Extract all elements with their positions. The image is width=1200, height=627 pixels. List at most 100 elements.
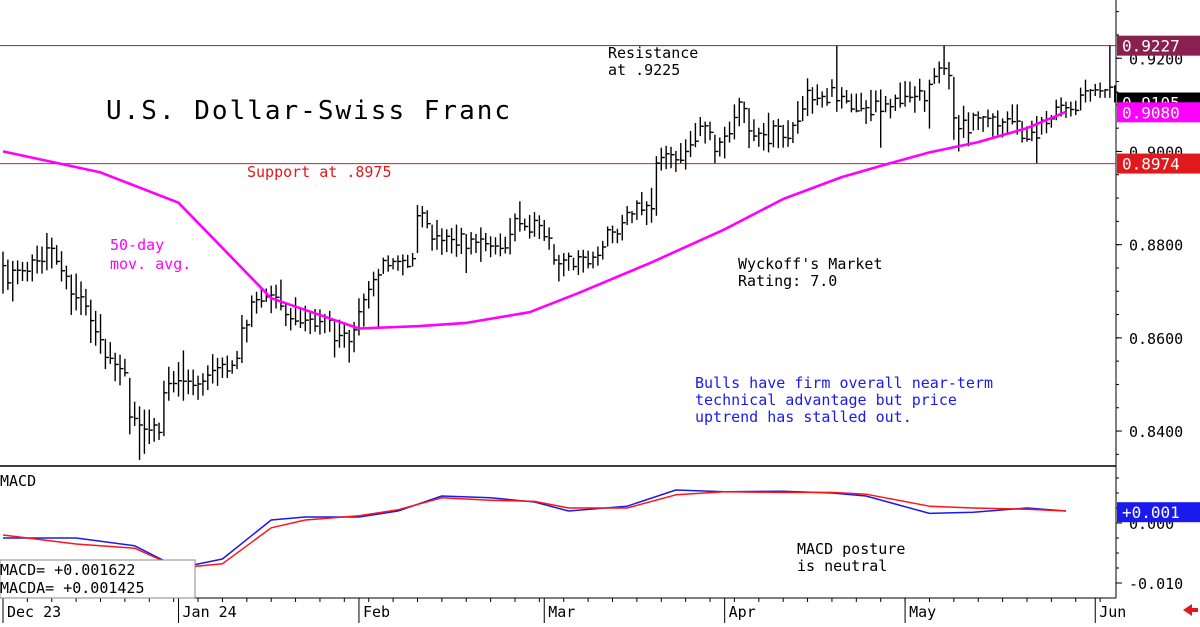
price-bar (470, 232, 475, 255)
price-bar (772, 120, 777, 148)
price-bar (411, 253, 417, 267)
moving-average-line (2, 110, 1067, 330)
price-bar (51, 237, 56, 269)
price-bar (670, 146, 675, 169)
price-bar (280, 279, 285, 311)
price-bar (836, 45, 841, 112)
price-bar (899, 82, 904, 108)
back-arrow-icon-shaft[interactable] (1190, 608, 1198, 612)
price-bar (21, 261, 27, 281)
price-bar (1031, 120, 1036, 142)
price-bar (987, 109, 992, 128)
x-tick-label: Jan 24 (183, 603, 237, 621)
macd-readout-box (0, 559, 196, 599)
price-bar (758, 127, 763, 147)
price-bar (611, 225, 617, 244)
price-bar (558, 254, 563, 282)
price-bar (402, 254, 407, 276)
price-bar (197, 375, 202, 400)
price-bar (826, 88, 831, 106)
price-bar (421, 205, 426, 228)
price-bar (660, 147, 665, 171)
price-bar (792, 122, 797, 144)
price-bar (938, 61, 943, 84)
rating-annotation-line1: Wyckoff's Market (738, 255, 883, 273)
comment-annotation-line1: Bulls have firm overall near-term (695, 374, 993, 392)
price-tag-bg (1117, 153, 1200, 174)
price-bar (728, 121, 734, 143)
back-arrow-icon[interactable] (1183, 604, 1192, 616)
price-bar (172, 370, 178, 393)
price-bar (446, 229, 451, 253)
price-bar (1104, 89, 1109, 98)
price-bar (1011, 104, 1016, 125)
price-bar (884, 95, 890, 113)
price-bar (119, 354, 124, 386)
price-bar (285, 302, 290, 327)
price-bar (1089, 89, 1094, 102)
price-bar (46, 233, 51, 271)
resistance-annotation-line1: Resistance (608, 44, 698, 62)
price-bar (226, 355, 231, 378)
comment-annotation-line2: technical advantage but price (695, 391, 957, 409)
price-bar (104, 338, 109, 370)
price-bar (645, 201, 651, 226)
price-bar (494, 237, 499, 255)
x-tick-label: Apr (729, 603, 756, 621)
x-tick-label: Jun (1099, 603, 1126, 621)
price-bar (1045, 110, 1050, 134)
price-bar (704, 121, 709, 144)
price-bar (753, 119, 758, 142)
price-bar (967, 112, 972, 147)
price-bar (90, 299, 95, 343)
price-bar (1094, 83, 1099, 96)
price-bar (680, 143, 685, 164)
price-bar (694, 123, 699, 148)
price-bar (343, 322, 348, 348)
price-bar (811, 87, 816, 114)
price-bar (860, 92, 865, 112)
macd-panel-title: MACD (0, 472, 36, 490)
price-y-tick-label: 0.8600 (1129, 330, 1183, 348)
price-bar (801, 95, 807, 122)
price-bar (909, 81, 914, 103)
price-bar (289, 308, 295, 331)
price-tag: 0.9227 (1122, 37, 1180, 56)
price-bar (943, 45, 948, 76)
price-bar (684, 139, 690, 170)
price-bar (109, 342, 114, 364)
price-y-tick-label: 0.8400 (1129, 423, 1183, 441)
price-bar (509, 218, 514, 255)
price-bar (309, 311, 314, 335)
price-bar (241, 315, 246, 364)
price-bar (1079, 87, 1085, 111)
price-bar (919, 78, 924, 101)
price-bar (250, 295, 256, 328)
price-bar (855, 93, 860, 113)
price-bar (587, 250, 592, 269)
price-bar (407, 254, 412, 268)
price-bar (1065, 101, 1070, 118)
x-tick-label: Feb (363, 603, 390, 621)
price-bar (36, 245, 41, 274)
price-panel (0, 0, 1116, 466)
price-bar (782, 124, 787, 148)
price-bar (1070, 101, 1075, 117)
price-bar (138, 406, 144, 460)
price-bar (879, 89, 885, 148)
price-bar (689, 130, 695, 158)
price-bar (485, 233, 490, 252)
macd-annotation-line1: MACD posture (797, 540, 905, 558)
price-bar (192, 369, 197, 396)
price-bar (163, 380, 168, 437)
macd-value-tag-bg (1117, 502, 1200, 523)
x-tick-label: May (909, 603, 936, 621)
price-bar (762, 123, 768, 151)
price-bar (743, 101, 748, 124)
price-bar (962, 105, 968, 138)
price-bar (12, 260, 17, 302)
price-bar (294, 297, 300, 326)
ma-annotation-line2: mov. avg. (110, 255, 191, 273)
price-bar (977, 111, 982, 131)
price-bar (207, 365, 212, 391)
